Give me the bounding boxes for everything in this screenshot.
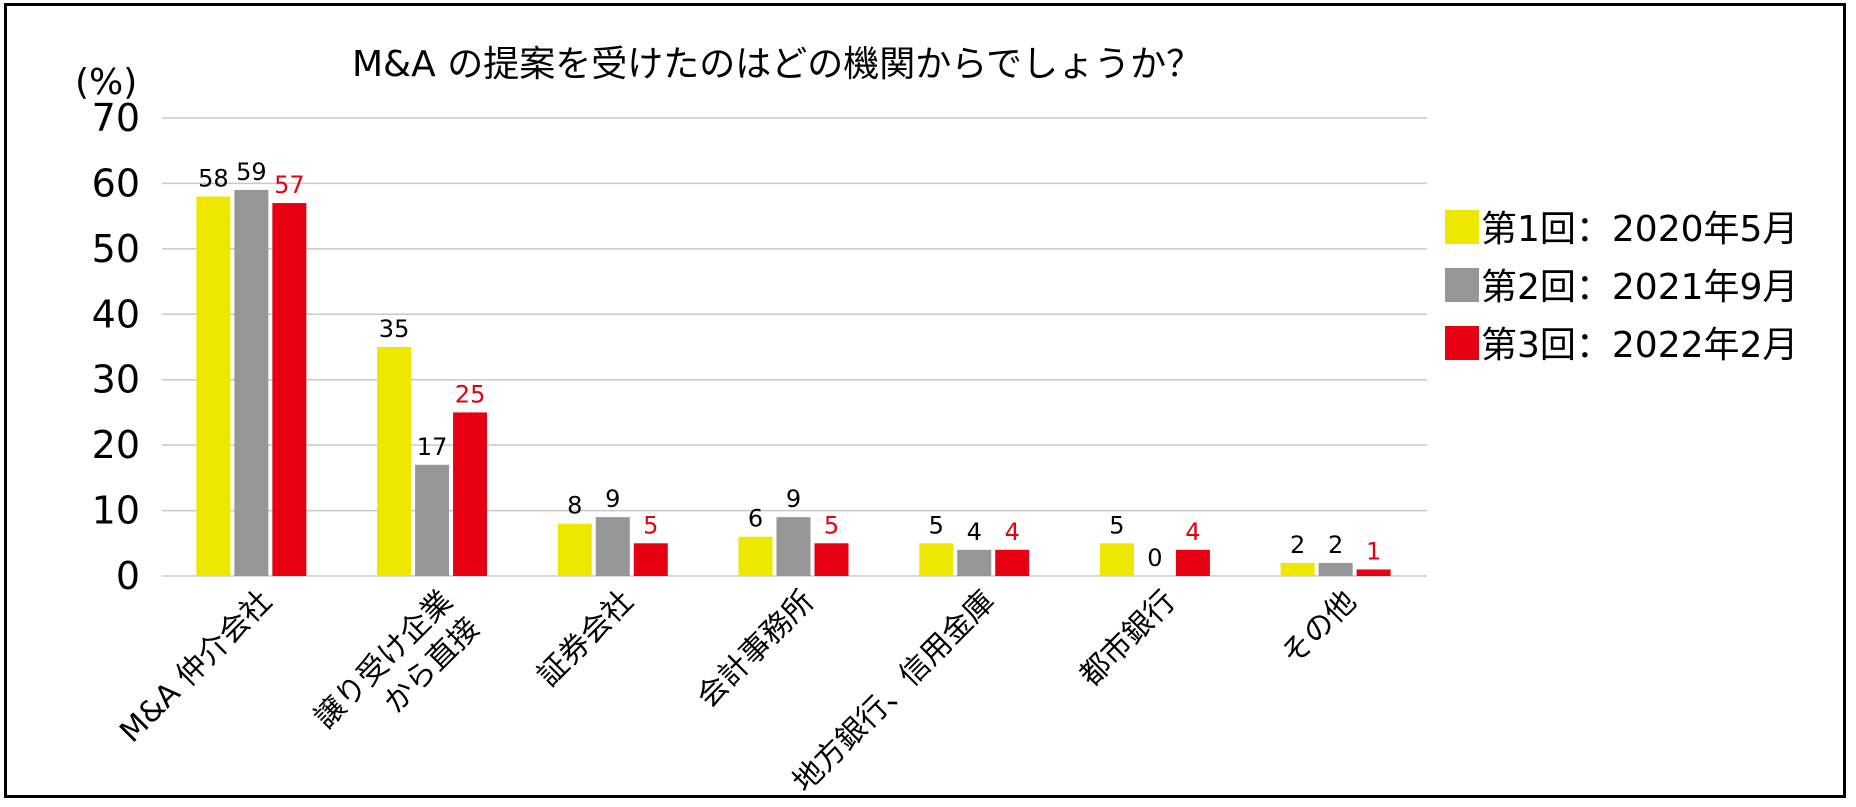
bar-series1-cat7	[1280, 562, 1315, 576]
legend-label-series3: 第3回：2022年2月	[1481, 325, 1798, 366]
bar-series2-cat5	[957, 549, 992, 576]
bar-series2-cat1	[234, 189, 269, 576]
chart-canvas: M&A の提案を受けたのはどの機関からでしょうか？ (%) 0102030405…	[75, 44, 1798, 795]
bar-series3-cat3	[633, 543, 668, 576]
chart-title: M&A の提案を受けたのはどの機関からでしょうか？	[352, 44, 1202, 85]
y-tick-label-10: 10	[92, 489, 140, 533]
bar-series3-cat1	[272, 203, 307, 577]
x-tick-label-4: 会計事務所	[690, 584, 821, 715]
data-label-series1-cat7: 2	[1290, 531, 1305, 559]
bar-series2-cat7	[1318, 562, 1353, 576]
bars	[196, 189, 1391, 577]
data-label-series1-cat6: 5	[1109, 511, 1124, 539]
y-tick-label-40: 40	[92, 292, 140, 336]
x-tick-line-3-1: 証券会社	[531, 584, 641, 694]
legend-swatch-series2	[1445, 268, 1479, 302]
data-label-series3-cat7: 1	[1366, 537, 1381, 565]
y-tick-label-50: 50	[92, 227, 140, 271]
y-tick-label-30: 30	[92, 358, 140, 402]
data-label-series3-cat2: 25	[455, 380, 486, 408]
legend-label-series2: 第2回：2021年9月	[1481, 267, 1798, 308]
data-label-series2-cat2: 17	[417, 433, 448, 461]
x-tick-line-7-1: その他	[1275, 584, 1363, 672]
data-label-series1-cat4: 6	[748, 505, 763, 533]
data-label-series3-cat3: 5	[643, 511, 658, 539]
y-tick-label-20: 20	[92, 423, 140, 467]
data-label-series1-cat5: 5	[929, 511, 944, 539]
gridlines	[162, 117, 1427, 577]
x-tick-label-5: 地方銀行、信用金庫	[786, 584, 1002, 795]
data-label-series2-cat3: 9	[605, 485, 620, 513]
data-label-series3-cat1: 57	[274, 171, 305, 199]
y-tick-label-70: 70	[92, 96, 140, 140]
bar-series1-cat1	[196, 196, 231, 576]
bar-series2-cat2	[415, 464, 450, 576]
chart-frame: M&A の提案を受けたのはどの機関からでしょうか？ (%) 0 10 20 30 40 5…	[4, 3, 1846, 798]
bar-series3-cat5	[995, 549, 1030, 576]
data-label-series2-cat5: 4	[967, 518, 982, 546]
bar-series1-cat4	[738, 536, 773, 576]
legend-swatch-series1	[1445, 210, 1479, 244]
data-label-series2-cat6: 0	[1147, 544, 1162, 572]
x-tick-label-6: 都市銀行	[1073, 584, 1183, 694]
y-axis-unit-label: (%)	[75, 62, 137, 103]
data-label-series1-cat3: 8	[567, 492, 582, 520]
data-label-series1-cat2: 35	[379, 315, 410, 343]
data-label-series1-cat1: 58	[198, 165, 229, 193]
legend-swatch-series3	[1445, 326, 1479, 360]
x-tick-line-6-1: 都市銀行	[1073, 584, 1183, 694]
x-tick-line-4-1: 会計事務所	[690, 584, 821, 715]
x-tick-line-1-1: M&A 仲介会社	[113, 584, 279, 750]
x-tick-line-5-1: 地方銀行、信用金庫	[786, 584, 1002, 795]
data-label-series2-cat4: 9	[786, 485, 801, 513]
bar-series3-cat6	[1175, 549, 1210, 576]
data-label-series2-cat7: 2	[1328, 531, 1343, 559]
data-label-series3-cat6: 4	[1185, 518, 1200, 546]
x-tick-label-3: 証券会社	[531, 584, 641, 694]
x-tick-label-7: その他	[1275, 584, 1363, 672]
bar-series1-cat2	[377, 347, 412, 576]
x-tick-label-1: M&A 仲介会社	[113, 584, 279, 750]
y-axis-ticks: 0 10 20 30 40 50 60 70	[92, 96, 140, 598]
y-tick-label-60: 60	[92, 161, 140, 205]
bar-series3-cat4	[814, 543, 849, 576]
data-label-series3-cat5: 4	[1005, 518, 1020, 546]
bar-series2-cat3	[595, 517, 630, 576]
data-label-series2-cat1: 59	[236, 158, 267, 186]
bar-series2-cat4	[776, 517, 811, 576]
legend-label-series1: 第1回：2020年5月	[1481, 209, 1798, 250]
bar-series1-cat3	[557, 523, 592, 576]
bar-series1-cat5	[919, 543, 954, 576]
bar-series3-cat2	[453, 412, 488, 576]
bar-series1-cat6	[1099, 543, 1134, 576]
y-tick-label-0: 0	[116, 554, 140, 598]
bar-series3-cat7	[1356, 569, 1391, 576]
data-label-series3-cat4: 5	[824, 511, 839, 539]
